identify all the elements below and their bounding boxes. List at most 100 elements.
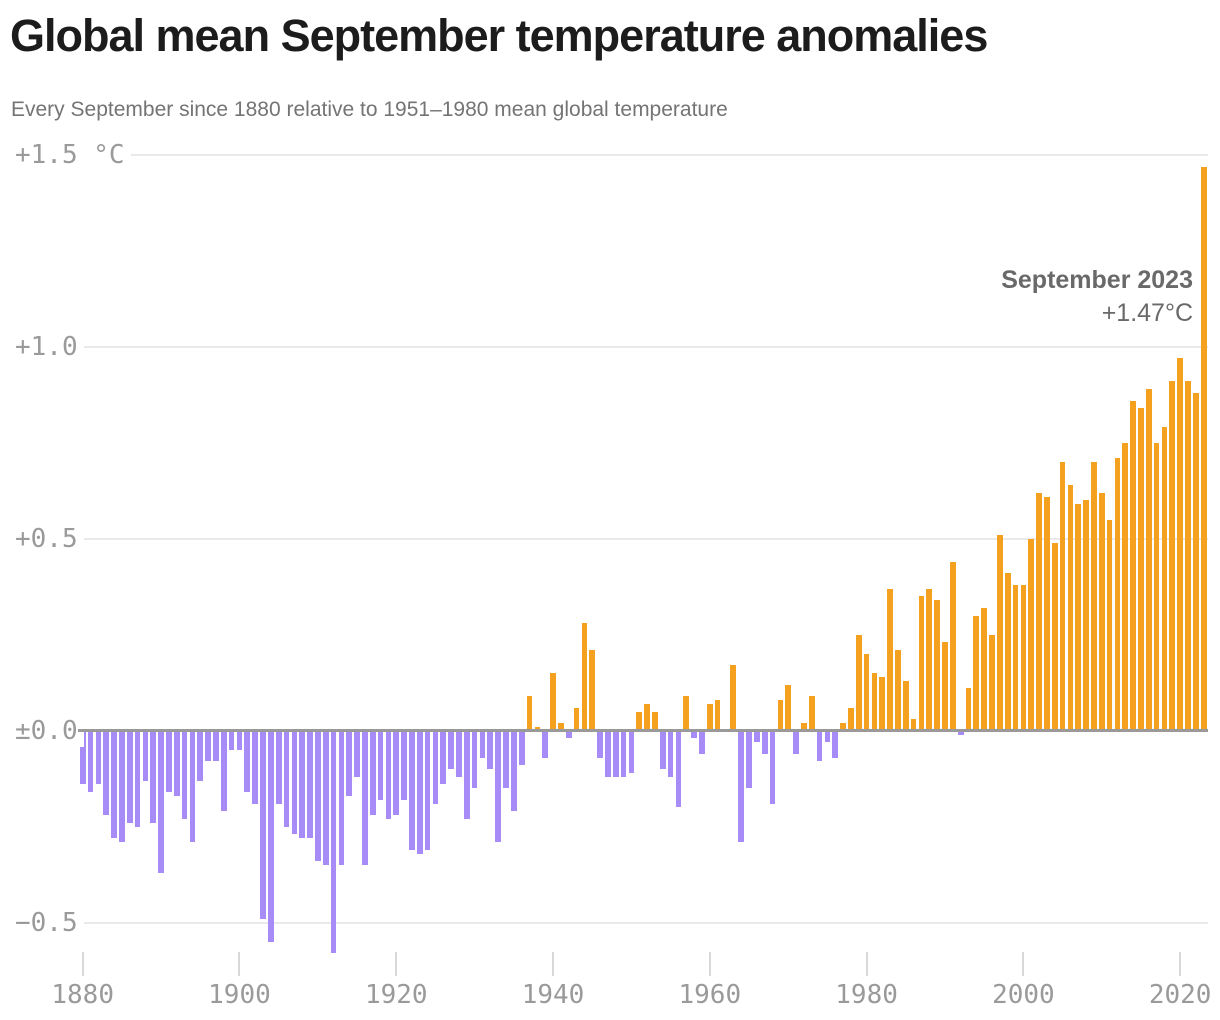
bar-1983: [887, 588, 893, 731]
x-tick-2000: [1022, 952, 1025, 976]
bar-1967: [761, 730, 768, 754]
bar-1938: [534, 726, 541, 731]
chart-subtitle: Every September since 1880 relative to 1…: [11, 98, 728, 121]
bar-1922: [409, 730, 415, 850]
y-axis-label-+1.5 °C: +1.5 °C: [15, 139, 131, 171]
bar-2006: [1067, 485, 1074, 731]
x-tick-1920: [395, 952, 398, 976]
bar-1892: [173, 730, 180, 796]
x-axis-label-2020: 2020: [1148, 980, 1212, 1010]
x-axis-label-1900: 1900: [208, 980, 271, 1010]
bar-1881: [87, 730, 94, 793]
bar-1913: [338, 730, 345, 866]
bar-1969: [777, 699, 784, 731]
bar-1897: [213, 730, 219, 762]
bar-1989: [934, 600, 940, 731]
bar-1926: [440, 730, 447, 785]
bar-1943: [573, 707, 580, 731]
bar-1884: [111, 730, 117, 839]
bar-1901: [244, 730, 251, 793]
bar-1917: [369, 730, 376, 816]
bar-1998: [1004, 573, 1011, 731]
bar-1981: [871, 673, 878, 731]
bar-1898: [220, 730, 227, 812]
bar-1957: [683, 696, 690, 731]
bar-1987: [918, 596, 925, 731]
gridline-+0.5: [78, 537, 1208, 540]
bar-1939: [542, 730, 549, 758]
bar-1905: [275, 730, 282, 804]
bar-2003: [1044, 496, 1050, 731]
bar-1979: [855, 634, 862, 731]
bar-1978: [848, 707, 854, 731]
bar-1889: [150, 730, 157, 823]
bar-1899: [228, 730, 235, 750]
bar-1991: [949, 561, 956, 731]
bar-1895: [197, 730, 204, 781]
bar-1951: [636, 711, 643, 731]
bar-2001: [1028, 538, 1035, 731]
bar-1959: [699, 730, 705, 754]
bar-2022: [1192, 392, 1199, 731]
x-tick-1980: [865, 952, 868, 976]
bar-1908: [299, 730, 306, 839]
bar-2018: [1161, 427, 1168, 731]
x-axis-label-1980: 1980: [835, 980, 898, 1010]
annotation-value: +1.47°C: [1101, 299, 1193, 327]
bar-1902: [252, 730, 258, 804]
bar-1971: [793, 730, 799, 754]
bar-1896: [205, 730, 211, 762]
bar-1915: [354, 730, 360, 777]
bar-1940: [550, 673, 556, 731]
bar-1925: [432, 730, 439, 804]
bar-1923: [416, 730, 423, 854]
bar-1918: [377, 730, 384, 800]
bar-1921: [401, 730, 407, 800]
bar-2005: [1059, 462, 1066, 731]
gridline-−0.5: [78, 921, 1208, 924]
bar-1963: [730, 665, 737, 731]
bar-2008: [1083, 500, 1089, 731]
x-tick-1960: [708, 952, 711, 976]
x-tick-1940: [552, 952, 555, 976]
annotation-september-2023: September 2023 +1.47°C: [1001, 264, 1193, 330]
bar-1914: [346, 730, 353, 796]
bar-1924: [424, 730, 431, 850]
bar-1941: [558, 723, 564, 731]
annotation-label: September 2023: [1001, 266, 1193, 294]
bar-1960: [706, 703, 713, 731]
bar-1945: [589, 650, 596, 731]
bar-1949: [620, 730, 627, 777]
x-axis-label-2000: 2000: [992, 980, 1055, 1010]
bar-1891: [166, 730, 172, 793]
x-tick-1900: [238, 952, 241, 976]
bar-1999: [1012, 584, 1019, 731]
bar-1927: [448, 730, 454, 770]
bar-1982: [879, 676, 886, 731]
bar-1975: [824, 730, 831, 743]
x-tick-2020: [1179, 952, 1182, 976]
bar-1995: [981, 607, 988, 731]
bar-1887: [134, 730, 141, 827]
bar-1956: [675, 730, 682, 808]
bar-1932: [487, 730, 494, 770]
bar-1976: [832, 730, 839, 758]
gridline-+1.5 °C: [114, 154, 1208, 156]
bar-1968: [769, 730, 776, 804]
x-axis-label-1920: 1920: [364, 980, 428, 1010]
bar-1880: [79, 730, 86, 785]
bar-1942: [565, 730, 572, 739]
bar-1944: [581, 623, 588, 731]
bar-2002: [1036, 492, 1042, 731]
bar-1965: [746, 730, 752, 789]
bar-1954: [659, 730, 666, 770]
bar-2021: [1185, 381, 1191, 731]
bar-1928: [456, 730, 462, 777]
bar-1885: [119, 730, 125, 842]
bar-1992: [957, 730, 964, 735]
bar-1935: [510, 730, 517, 812]
bar-1966: [754, 730, 760, 743]
bar-1994: [973, 615, 980, 731]
bar-1936: [518, 730, 525, 766]
bar-2010: [1098, 492, 1105, 731]
